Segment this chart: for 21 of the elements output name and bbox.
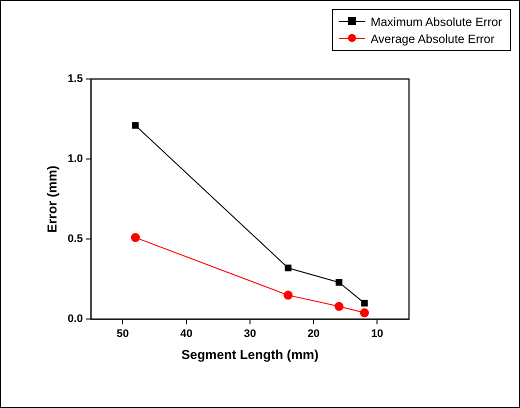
y-axis-title: Error (mm) [44,166,60,233]
x-tick-label: 40 [180,328,192,340]
y-tick-label: 1.5 [68,73,83,86]
point [334,302,344,311]
point [361,300,368,307]
legend-label: Average Absolute Error [370,32,494,46]
point [360,308,369,318]
x-tick-label: 30 [244,328,256,340]
point [130,233,140,242]
y-tick-label: 0.0 [68,313,83,326]
legend-label: Maximum Absolute Error [370,14,502,28]
y-tick-label: 1.0 [68,153,83,166]
point [132,122,139,129]
y-tick-label: 0.5 [68,233,83,246]
x-tick-label: 20 [307,328,320,340]
point [336,279,342,286]
point [284,290,293,300]
x-axis-title: Segment Length (mm) [181,346,319,362]
x-tick-label: 10 [371,328,384,340]
x-tick-label: 50 [116,328,129,340]
point [284,264,292,272]
